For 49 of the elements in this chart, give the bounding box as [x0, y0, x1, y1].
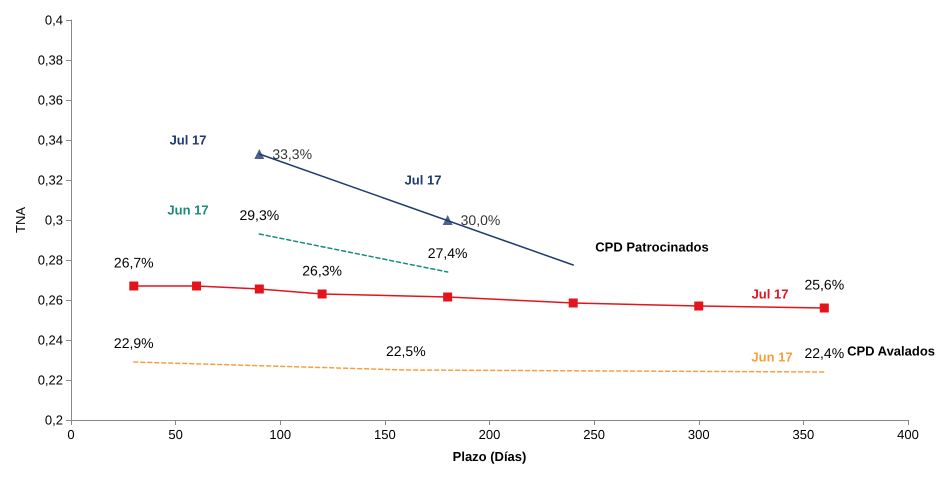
point: [820, 304, 829, 312]
annotation: Jul 17: [404, 172, 442, 188]
data-label: 22,9%: [114, 335, 154, 351]
data-label: 26,7%: [114, 254, 154, 270]
data-label: 25,6%: [804, 276, 844, 292]
x-tick-label: 100: [269, 427, 292, 442]
x-tick-label: 50: [168, 427, 183, 442]
point: [694, 302, 704, 310]
x-tick-label: 250: [583, 427, 605, 442]
x-tick-label: 400: [897, 427, 919, 442]
x-tick-label: 150: [374, 427, 396, 442]
point: [318, 290, 327, 298]
annotation: CPD Avalados: [847, 344, 935, 358]
point: [192, 282, 202, 290]
point: [254, 284, 264, 294]
y-tick-label: 0,4: [44, 12, 63, 28]
data-label: 22,4%: [804, 345, 844, 361]
x-tick-label: 200: [478, 427, 500, 442]
y-tick-label: 0,24: [38, 332, 63, 348]
y-tick-label: 0,2: [44, 412, 63, 428]
y-tick-label: 0,26: [38, 292, 63, 308]
data-label: 26,3%: [302, 262, 342, 278]
data-label: 27,4%: [428, 245, 468, 261]
point: [254, 149, 264, 159]
x-tick-label: 300: [688, 427, 710, 442]
text: Jun 17: [167, 202, 209, 218]
series-label: Jul 17: [752, 286, 788, 302]
data-label: 30,0%: [460, 212, 500, 228]
y-tick-label: 0,34: [38, 132, 63, 148]
series-label: Jun 17: [751, 350, 793, 364]
x-axis-title: Plazo (Días): [452, 449, 526, 464]
y-tick-label: 0,32: [38, 172, 63, 188]
point: [129, 282, 138, 290]
point: [443, 292, 452, 302]
y-tick-label: 0,22: [38, 372, 63, 388]
y-tick-label: 0,28: [38, 252, 63, 268]
y-tick-label: 0,3: [44, 212, 63, 228]
annotation: CPD Patrocinados: [595, 240, 709, 254]
text: Jul 17: [170, 132, 206, 148]
y-tick-label: 0,38: [38, 52, 63, 68]
y-axis-title: TNA: [12, 206, 28, 233]
x-tick-label: 0: [67, 427, 75, 442]
point: [568, 298, 578, 308]
point: [442, 215, 453, 225]
y-tick-label: 0,36: [38, 92, 63, 108]
x-tick-label: 350: [792, 427, 814, 442]
data-label: 29,3%: [239, 207, 280, 223]
data-label: 22,5%: [386, 343, 426, 359]
data-label: 33,3%: [272, 146, 312, 162]
